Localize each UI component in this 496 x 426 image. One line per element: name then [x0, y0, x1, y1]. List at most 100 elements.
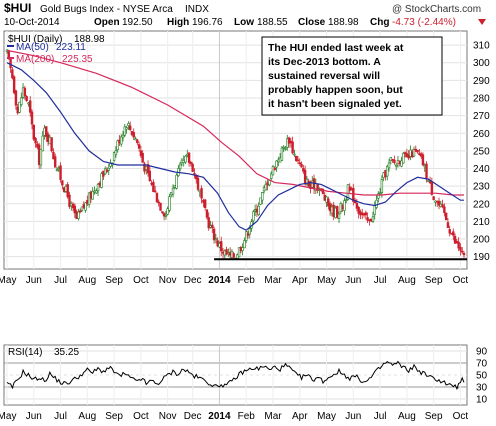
- candle-body: [127, 123, 130, 126]
- price-x-tick-label: May: [317, 275, 336, 286]
- candle-body: [437, 200, 441, 206]
- legend-ma200-label: MA(200): [16, 54, 54, 65]
- low-value: 188.55: [257, 17, 288, 28]
- close-value: 188.98: [328, 17, 359, 28]
- candle-body: [380, 179, 384, 193]
- candle-body: [296, 159, 300, 162]
- candle-body: [443, 206, 446, 214]
- legend-ma200-value: 225.35: [62, 54, 93, 65]
- rsi-line: [6, 360, 465, 391]
- candle-body: [77, 211, 80, 220]
- rsi-y-tick-label: 70: [476, 359, 488, 370]
- rsi-x-tick-label: Aug: [398, 411, 416, 422]
- candle-body: [207, 217, 210, 229]
- candle-body: [39, 149, 43, 166]
- candle-body: [41, 135, 44, 152]
- legend-rsi-label: RSI(14): [8, 347, 42, 358]
- candle-body: [120, 136, 123, 145]
- candle-body: [18, 101, 21, 113]
- annotation-line-5: it hasn't been signaled yet.: [268, 98, 402, 110]
- candle-body: [87, 192, 91, 205]
- candle-body: [68, 194, 71, 207]
- candle-body: [346, 184, 350, 200]
- rsi-x-tick-label: Jun: [345, 411, 361, 422]
- candle-body: [66, 184, 69, 198]
- candle-body: [30, 111, 34, 125]
- rsi-x-tick-label: Oct: [453, 411, 469, 422]
- candle-body: [453, 235, 457, 244]
- chg-value: -4.73 (-2.44%): [392, 17, 456, 28]
- candle-body: [377, 193, 380, 199]
- rsi-x-tick-label: Apr: [292, 411, 308, 422]
- candle-body: [271, 165, 275, 176]
- price-y-tick-label: 280: [473, 93, 490, 104]
- candle-body: [264, 183, 268, 191]
- candle-body: [184, 155, 187, 163]
- candle-body: [284, 148, 287, 150]
- candle-body: [7, 51, 10, 58]
- rsi-x-tick-label: Sep: [425, 411, 443, 422]
- candle-body: [78, 210, 82, 213]
- price-x-tick-label: Jun: [345, 275, 361, 286]
- rsi-x-tick-label: Nov: [159, 411, 177, 422]
- price-y-tick-label: 190: [473, 252, 490, 263]
- candle-body: [141, 152, 144, 163]
- annotation-line-4: probably happen soon, but: [268, 84, 403, 96]
- candle-body: [293, 153, 296, 156]
- candle-body: [232, 253, 235, 258]
- candle-body: [12, 76, 16, 94]
- candle-body: [132, 132, 135, 138]
- high-value: 196.76: [192, 17, 223, 28]
- candle-body: [378, 192, 382, 195]
- candle-body: [162, 213, 166, 217]
- candle-body: [23, 87, 27, 96]
- candle-body: [366, 217, 369, 221]
- price-y-tick-label: 240: [473, 164, 490, 175]
- price-y-axis: 190 200 210 220 230 240 250 260 270 280 290 300 310: [473, 41, 490, 264]
- candle-body: [50, 137, 53, 152]
- rsi-x-axis: May Jun Jul Aug Sep Oct Nov Dec 2014 Feb Mar Apr May…: [0, 411, 468, 422]
- open-label: Open: [94, 17, 120, 28]
- candle-body: [91, 191, 94, 200]
- chart-exchange: INDX: [185, 4, 209, 15]
- price-y-tick-label: 290: [473, 76, 490, 87]
- price-x-tick-label: Oct: [453, 275, 469, 286]
- candle-body: [52, 151, 55, 160]
- price-y-tick-label: 230: [473, 182, 490, 193]
- candle-body: [125, 127, 128, 130]
- candle-body: [220, 241, 223, 252]
- candle-body: [316, 184, 319, 191]
- price-y-tick-label: 310: [473, 41, 490, 52]
- price-panel: 190200210220230240250260270280290300310 …: [3, 30, 490, 270]
- candle-body: [157, 201, 160, 204]
- candle-body: [189, 162, 193, 164]
- rsi-oversold-area: [456, 387, 459, 389]
- price-x-tick-label: Jun: [26, 275, 42, 286]
- candle-body: [287, 137, 291, 144]
- candle-body: [343, 200, 346, 211]
- candle-body: [55, 169, 59, 171]
- price-x-tick-label: Jul: [374, 275, 387, 286]
- price-x-tick-label: Aug: [398, 275, 416, 286]
- price-y-tick-label: 220: [473, 199, 490, 210]
- candle-body: [168, 196, 171, 211]
- candle-body: [212, 228, 216, 241]
- candle-body: [432, 196, 435, 200]
- candle-body: [84, 202, 87, 211]
- candle-body: [121, 134, 125, 139]
- price-x-tick-label: Sep: [105, 275, 123, 286]
- candle-body: [32, 124, 35, 140]
- candle-body: [300, 163, 303, 168]
- candle-body: [214, 238, 218, 240]
- candle-body: [430, 182, 434, 195]
- candle-body: [96, 183, 100, 192]
- candle-body: [245, 231, 248, 241]
- candle-body: [100, 173, 103, 188]
- candle-body: [355, 202, 359, 209]
- legend-ma50-label: MA(50): [16, 42, 49, 53]
- price-y-tick-label: 200: [473, 235, 490, 246]
- candle-body: [166, 208, 169, 215]
- price-y-tick-label: 300: [473, 58, 490, 69]
